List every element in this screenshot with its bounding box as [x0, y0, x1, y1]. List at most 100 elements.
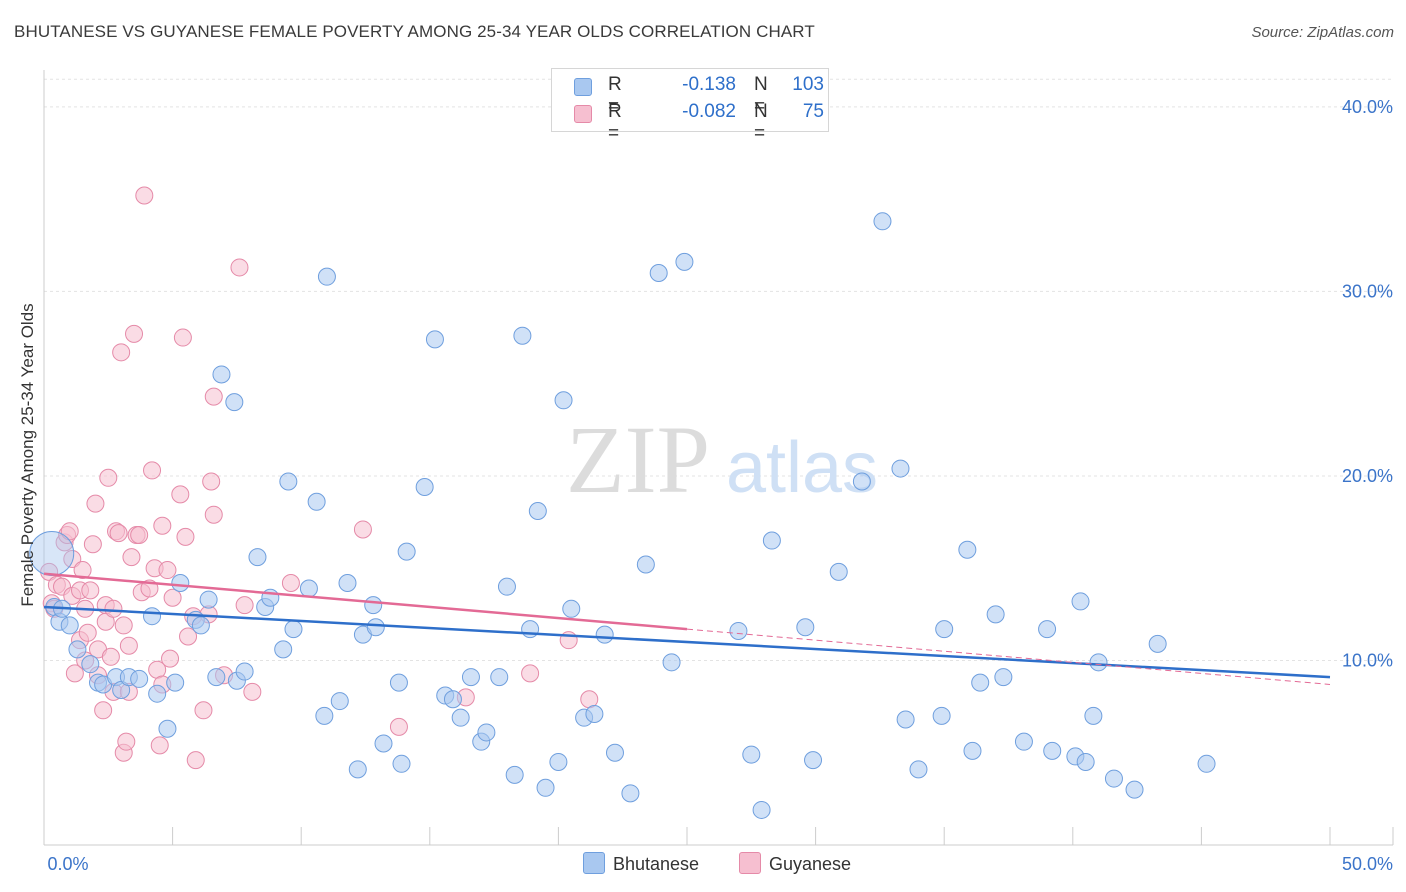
- bhutanese-point: [595, 625, 614, 644]
- bhutanese-point: [212, 365, 231, 384]
- bhutanese-point: [171, 573, 190, 592]
- bhutanese-point: [1038, 620, 1057, 639]
- n-value: 103: [792, 74, 824, 95]
- bhutanese-point: [143, 607, 162, 626]
- r-value: -0.138: [682, 74, 736, 95]
- n-label: N =: [754, 74, 768, 117]
- bhutanese-legend-swatch: [583, 852, 605, 874]
- guyanese-point: [135, 186, 154, 205]
- bhutanese-point: [191, 616, 210, 635]
- guyanese-point: [171, 485, 190, 504]
- guyanese-point: [204, 505, 223, 524]
- bhutanese-point: [675, 252, 694, 271]
- bhutanese-point: [585, 704, 604, 723]
- axes: [43, 70, 1394, 846]
- bhutanese-point: [389, 673, 408, 692]
- bhutanese-point: [986, 605, 1005, 624]
- bhutanese-point: [649, 263, 668, 282]
- bhutanese-point: [299, 579, 318, 598]
- guyanese-point: [243, 682, 262, 701]
- bhutanese-point: [958, 540, 977, 559]
- guyanese-point: [60, 522, 79, 541]
- correlation-legend: R = -0.138 N = 103 R = -0.082 N = 75: [551, 68, 829, 144]
- guyanese-legend-swatch: [739, 852, 761, 874]
- bhutanese-point: [443, 690, 462, 709]
- guyanese-point: [194, 701, 213, 720]
- chart-title: BHUTANESE VS GUYANESE FEMALE POVERTY AMO…: [14, 22, 815, 41]
- r-label: R =: [608, 101, 622, 144]
- bhutanese-point: [505, 765, 524, 784]
- guyanese-point: [117, 732, 136, 751]
- guyanese-point: [143, 461, 162, 480]
- guyanese-point: [158, 561, 177, 580]
- bhutanese-point: [994, 668, 1013, 687]
- source-credit: Source: ZipAtlas.com: [1251, 24, 1394, 41]
- guyanese-legend-label: Guyanese: [769, 854, 852, 874]
- bhutanese-point: [1104, 769, 1123, 788]
- bhutanese-point: [873, 212, 892, 231]
- bhutanese-point: [909, 760, 928, 779]
- bhutanese-point: [528, 502, 547, 521]
- bhutanese-point: [68, 640, 87, 659]
- legend-item-guyanese: Guyanese: [739, 852, 851, 875]
- bhutanese-point: [536, 778, 555, 797]
- bhutanese-point: [1197, 754, 1216, 773]
- guyanese-point: [150, 736, 169, 755]
- y-tick-label: 20.0%: [1342, 466, 1393, 486]
- bhutanese-point: [932, 706, 951, 725]
- guyanese-point: [83, 535, 102, 554]
- bhutanese-point: [829, 562, 848, 581]
- guyanese-point: [81, 581, 100, 600]
- guyanese-point: [186, 751, 205, 770]
- guyanese-point: [63, 549, 82, 568]
- bhutanese-point: [896, 710, 915, 729]
- bhutanese-point: [307, 492, 326, 511]
- bhutanese-point: [397, 542, 416, 561]
- bhutanese-point: [1089, 653, 1108, 672]
- bhutanese-point: [235, 662, 254, 681]
- guyanese-point: [125, 324, 144, 343]
- bhutanese-point: [1125, 780, 1144, 799]
- bhutanese-point: [605, 743, 624, 762]
- bhutanese-point: [148, 684, 167, 703]
- bhutanese-point: [366, 618, 385, 637]
- bhutanese-points: [29, 212, 1216, 819]
- bhutanese-point: [549, 752, 568, 771]
- guyanese-point: [173, 328, 192, 347]
- bhutanese-point: [81, 655, 100, 674]
- bhutanese-point: [364, 596, 383, 615]
- bhutanese-point: [1071, 592, 1090, 611]
- bhutanese-point: [971, 673, 990, 692]
- bhutanese-point: [935, 620, 954, 639]
- bhutanese-point: [1043, 741, 1062, 760]
- guyanese-swatch: [574, 105, 592, 123]
- bhutanese-point: [562, 599, 581, 618]
- bhutanese-point: [513, 326, 532, 345]
- bhutanese-point: [796, 618, 815, 637]
- bhutanese-point: [60, 616, 79, 635]
- bhutanese-point: [1148, 634, 1167, 653]
- guyanese-point: [176, 527, 195, 546]
- bhutanese-point: [891, 459, 910, 478]
- bhutanese-point: [554, 391, 573, 410]
- r-label: R =: [608, 74, 622, 117]
- bhutanese-point: [348, 760, 367, 779]
- bhutanese-point: [274, 640, 293, 659]
- bhutanese-point: [729, 621, 748, 640]
- bhutanese-point: [279, 472, 298, 491]
- bhutanese-point: [415, 478, 434, 497]
- tick-labels: 10.0% 20.0% 30.0% 40.0% 0.0% 50.0%: [47, 97, 1393, 874]
- bhutanese-point: [1076, 752, 1095, 771]
- bhutanese-point: [330, 692, 349, 711]
- x-tick-label: 50.0%: [1342, 854, 1393, 874]
- bhutanese-point: [762, 531, 781, 550]
- guyanese-point: [114, 616, 133, 635]
- guyanese-trend-extension: [686, 628, 1331, 685]
- guyanese-point: [112, 343, 131, 362]
- y-tick-label: 10.0%: [1342, 650, 1393, 670]
- bhutanese-point: [225, 393, 244, 412]
- bhutanese-point: [374, 734, 393, 753]
- guyanese-point: [204, 387, 223, 406]
- guyanese-point: [161, 649, 180, 668]
